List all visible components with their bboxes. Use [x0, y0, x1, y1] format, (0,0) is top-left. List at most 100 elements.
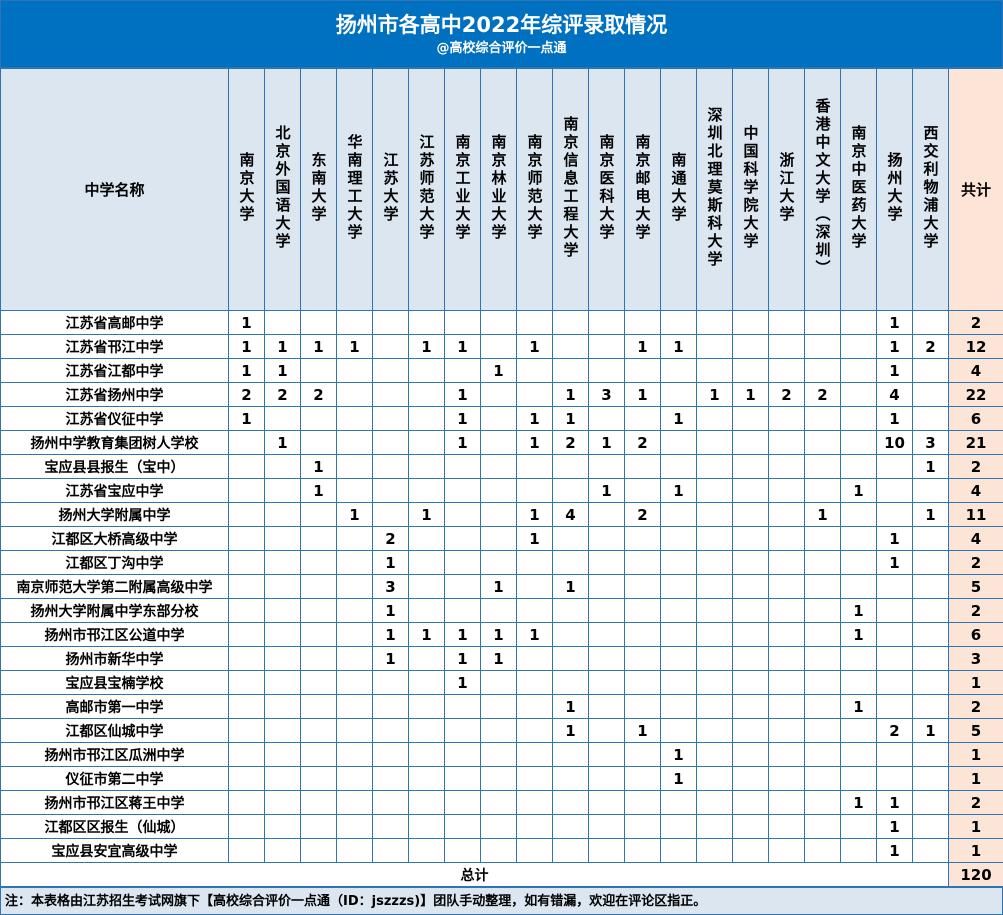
- school-name-cell: 江都区区报生（仙城）: [0, 814, 229, 839]
- count-cell: [264, 646, 301, 671]
- count-cell: [588, 718, 625, 743]
- count-cell: [588, 526, 625, 551]
- count-cell: [444, 502, 481, 527]
- count-cell: 1: [444, 334, 481, 359]
- count-cell: [480, 598, 517, 623]
- count-cell: [804, 574, 841, 599]
- count-cell: 1: [552, 718, 589, 743]
- count-cell: [660, 310, 697, 335]
- count-cell: [480, 838, 517, 863]
- count-cell: [732, 310, 769, 335]
- count-cell: [912, 622, 949, 647]
- count-cell: [480, 694, 517, 719]
- row-total-cell: 1: [948, 742, 1003, 767]
- count-cell: [624, 574, 661, 599]
- count-cell: 1: [912, 502, 949, 527]
- count-cell: [408, 766, 445, 791]
- count-cell: [588, 454, 625, 479]
- count-cell: [768, 550, 805, 575]
- university-header: 扬州大学: [876, 68, 913, 311]
- count-cell: [696, 838, 733, 863]
- count-cell: [516, 766, 553, 791]
- row-total-cell: 22: [948, 382, 1003, 407]
- count-cell: [408, 382, 445, 407]
- count-cell: [408, 670, 445, 695]
- count-cell: [624, 454, 661, 479]
- count-cell: [840, 550, 877, 575]
- table-row: 宝应县县报生（宝中） 1 1 2: [0, 454, 1003, 479]
- count-cell: 1: [408, 334, 445, 359]
- school-name-cell: 江苏省扬州中学: [0, 382, 229, 407]
- count-cell: [876, 766, 913, 791]
- table-row: 江苏省高邮中学 1 1 2: [0, 310, 1003, 335]
- count-cell: [372, 790, 409, 815]
- count-cell: [588, 406, 625, 431]
- count-cell: [732, 670, 769, 695]
- count-cell: [372, 454, 409, 479]
- count-cell: [588, 838, 625, 863]
- university-header: 华南理工大学: [336, 68, 373, 311]
- count-cell: [516, 742, 553, 767]
- header-row: 中学名称 南京大学 北京外国语大学 东南大学 华南理工大学 江苏大学 江苏师范大学 南京工业…: [0, 68, 1003, 311]
- school-name-cell: 扬州市新华中学: [0, 646, 229, 671]
- table-row: 江苏省江都中学 1 1 1 1 4: [0, 358, 1003, 383]
- count-cell: [912, 310, 949, 335]
- count-cell: [552, 526, 589, 551]
- footnote: 注：本表格由江苏招生考试网旗下【高校综合评价一点通（ID：jszzzs)】团队手…: [0, 887, 1003, 915]
- count-cell: 1: [228, 310, 265, 335]
- count-cell: [228, 742, 265, 767]
- count-cell: [444, 742, 481, 767]
- count-cell: [444, 526, 481, 551]
- count-cell: 1: [696, 382, 733, 407]
- count-cell: [588, 334, 625, 359]
- count-cell: [876, 622, 913, 647]
- count-cell: [264, 742, 301, 767]
- count-cell: 1: [228, 358, 265, 383]
- count-cell: 1: [660, 334, 697, 359]
- school-name-cell: 江苏省高邮中学: [0, 310, 229, 335]
- count-cell: [840, 334, 877, 359]
- count-cell: 1: [516, 334, 553, 359]
- count-cell: [696, 526, 733, 551]
- school-name-cell: 江都区丁沟中学: [0, 550, 229, 575]
- count-cell: [588, 622, 625, 647]
- count-cell: [516, 670, 553, 695]
- count-cell: [516, 574, 553, 599]
- count-cell: [516, 310, 553, 335]
- count-cell: [804, 622, 841, 647]
- count-cell: [804, 694, 841, 719]
- school-name-cell: 扬州市邗江区蒋王中学: [0, 790, 229, 815]
- row-total-cell: 4: [948, 358, 1003, 383]
- count-cell: [624, 742, 661, 767]
- count-cell: 1: [264, 358, 301, 383]
- count-cell: [264, 550, 301, 575]
- count-cell: [732, 574, 769, 599]
- university-header-label: 扬州大学: [885, 151, 904, 224]
- count-cell: 1: [876, 790, 913, 815]
- row-total-cell: 3: [948, 646, 1003, 671]
- count-cell: [300, 766, 337, 791]
- count-cell: [336, 694, 373, 719]
- count-cell: 1: [444, 430, 481, 455]
- count-cell: [408, 838, 445, 863]
- table-row: 扬州大学附属中学东部分校 1 1 2: [0, 598, 1003, 623]
- count-cell: [624, 670, 661, 695]
- count-cell: 1: [876, 310, 913, 335]
- count-cell: [660, 670, 697, 695]
- count-cell: [660, 838, 697, 863]
- table-row: 江都区仙城中学 1 1 2 1 5: [0, 718, 1003, 743]
- count-cell: [732, 838, 769, 863]
- count-cell: [876, 574, 913, 599]
- count-cell: 1: [876, 334, 913, 359]
- school-name-cell: 扬州大学附属中学: [0, 502, 229, 527]
- count-cell: [588, 574, 625, 599]
- count-cell: [912, 478, 949, 503]
- table-row: 江都区丁沟中学 1 1 2: [0, 550, 1003, 575]
- count-cell: [768, 790, 805, 815]
- table-row: 扬州市新华中学 1 1 1 3: [0, 646, 1003, 671]
- count-cell: [840, 742, 877, 767]
- count-cell: 2: [804, 382, 841, 407]
- count-cell: [876, 694, 913, 719]
- university-header-label: 南京中医药大学: [849, 124, 868, 251]
- page-subtitle: @高校综合评价一点通: [436, 41, 567, 56]
